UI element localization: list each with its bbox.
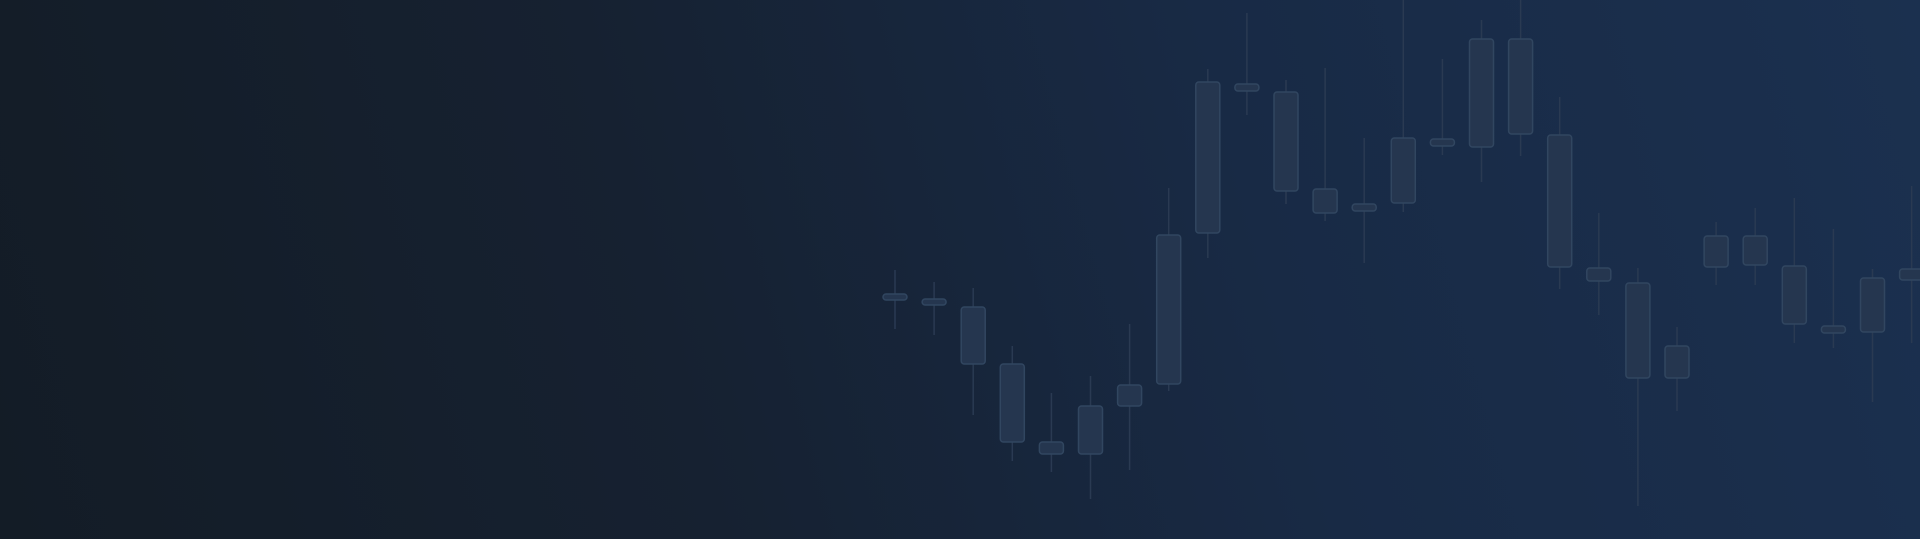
candle-body: [999, 363, 1026, 443]
candle-body: [1546, 134, 1573, 268]
candle: [999, 346, 1026, 461]
candle: [1077, 376, 1104, 499]
candle: [1351, 138, 1377, 263]
candle-body: [960, 306, 986, 365]
candle-body: [1742, 235, 1768, 266]
candle-body: [1781, 265, 1808, 325]
candle: [882, 270, 908, 329]
candle: [1859, 269, 1886, 402]
candle-body: [1507, 38, 1534, 135]
candle: [1195, 69, 1221, 258]
candle: [1116, 324, 1143, 470]
candle-body: [882, 293, 908, 301]
candle-body: [1077, 405, 1104, 455]
candle: [1546, 97, 1573, 289]
candle-body: [1429, 138, 1456, 147]
candle: [1781, 198, 1808, 343]
candle-body: [1273, 91, 1299, 192]
candle-body: [1351, 203, 1377, 212]
candle: [921, 282, 947, 335]
candle: [1507, 0, 1534, 156]
candle-body: [1664, 345, 1690, 379]
candle: [1703, 222, 1729, 285]
candle-body: [1195, 81, 1221, 234]
candle: [1038, 393, 1065, 472]
candle: [1234, 13, 1260, 115]
candle: [1664, 327, 1690, 411]
candle-body: [1038, 441, 1065, 455]
candle-body: [1390, 137, 1417, 204]
candle: [1586, 213, 1612, 315]
candle-body: [1234, 83, 1260, 92]
candle-body: [1625, 282, 1651, 379]
candle: [1390, 0, 1417, 212]
candle: [960, 288, 986, 415]
candle-body: [1898, 268, 1920, 281]
candle-body: [921, 298, 947, 306]
candle-body: [1312, 188, 1338, 214]
candle: [1468, 20, 1495, 182]
candle: [1312, 68, 1338, 221]
candles-group: [882, 0, 1920, 506]
candle: [1898, 186, 1920, 343]
candle-body: [1468, 38, 1495, 148]
candle: [1273, 80, 1299, 204]
candle-body: [1586, 267, 1612, 282]
candle-body: [1820, 325, 1847, 334]
candle: [1155, 188, 1182, 391]
candle: [1820, 229, 1847, 348]
candle-body: [1859, 277, 1886, 333]
candle-body: [1116, 384, 1143, 407]
candle: [1429, 59, 1456, 155]
candle: [1742, 208, 1768, 285]
candle: [1625, 268, 1651, 506]
candle-body: [1155, 234, 1182, 385]
candle-body: [1703, 235, 1729, 268]
